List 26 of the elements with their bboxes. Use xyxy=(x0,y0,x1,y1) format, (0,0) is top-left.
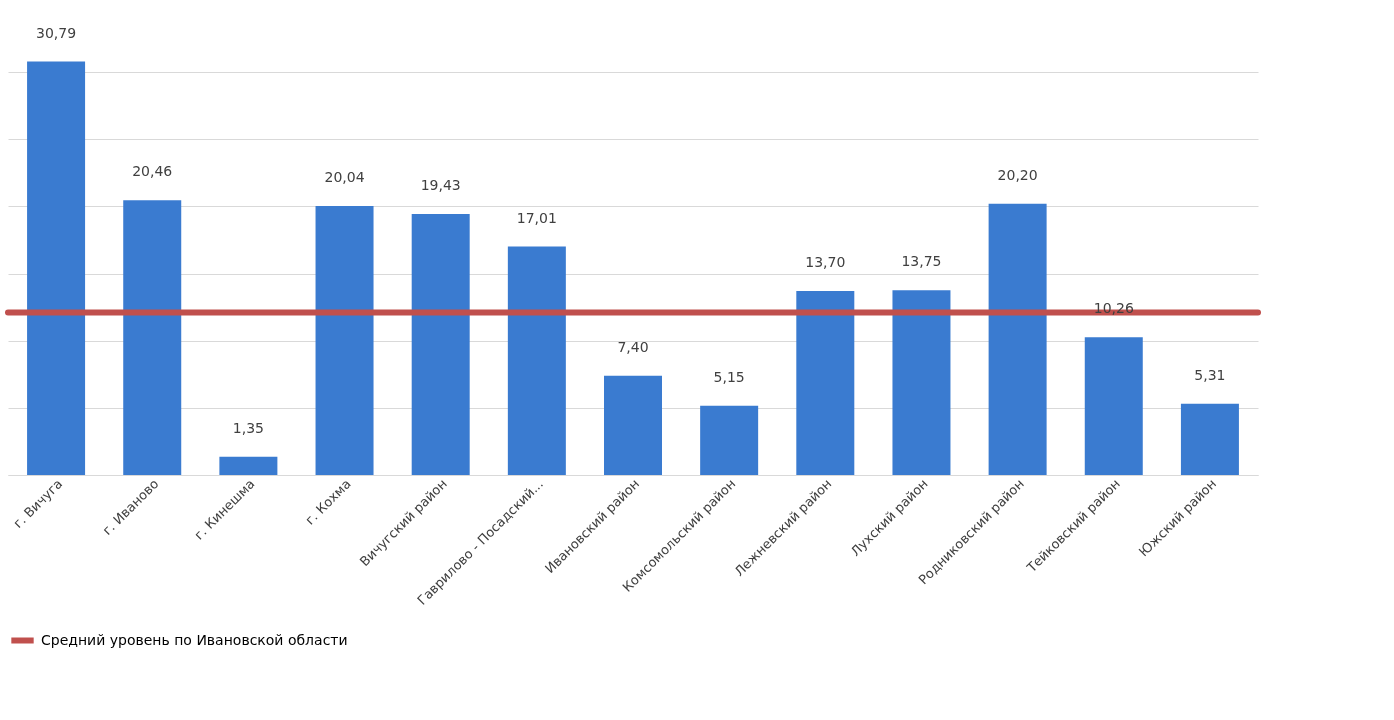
data-label: 5,31 xyxy=(1194,366,1226,383)
bar xyxy=(219,456,278,475)
data-label: 20,04 xyxy=(324,168,365,185)
bar xyxy=(27,61,86,475)
bar xyxy=(604,375,662,475)
data-label: 20,20 xyxy=(997,166,1038,183)
data-label: 19,43 xyxy=(420,177,461,194)
bar xyxy=(1180,403,1239,475)
data-label: 1,35 xyxy=(232,419,264,436)
data-label: 5,15 xyxy=(713,368,745,385)
bar xyxy=(411,214,470,475)
bar xyxy=(988,203,1047,475)
bar xyxy=(123,200,182,475)
data-label: 7,40 xyxy=(617,338,649,355)
bar xyxy=(892,290,951,475)
data-label: 17,01 xyxy=(516,209,557,226)
data-label: 20,46 xyxy=(132,163,173,180)
bar xyxy=(796,291,855,475)
data-label: 13,75 xyxy=(901,253,942,270)
data-label: 13,70 xyxy=(805,254,846,271)
data-label: 30,79 xyxy=(36,24,77,41)
bar xyxy=(507,246,566,475)
bar xyxy=(315,205,374,475)
bar xyxy=(700,405,759,475)
bar xyxy=(1084,337,1143,475)
legend-label: Средний уровень по Ивановской области xyxy=(41,631,348,648)
